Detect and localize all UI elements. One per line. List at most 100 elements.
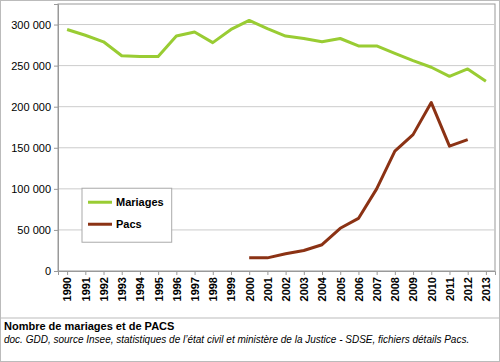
tick-label: 2005 — [335, 277, 347, 301]
tick: 250 000 — [11, 60, 58, 72]
tick-label: 250 000 — [11, 60, 51, 72]
tick-label: 2007 — [371, 277, 383, 301]
legend-swatch — [88, 201, 112, 204]
tick-mark — [468, 271, 469, 275]
tick: 1998 — [207, 271, 219, 301]
x-axis: 1990 1991 1992 1993 1994 1995 1996 1997 1998 1999… — [59, 271, 496, 301]
tick-mark — [122, 271, 123, 275]
tick: 2006 — [353, 271, 365, 301]
legend-label: Mariages — [116, 196, 164, 208]
tick-mark — [267, 271, 268, 275]
tick: 200 000 — [11, 101, 58, 113]
tick-mark — [340, 271, 341, 275]
tick: 1999 — [225, 271, 237, 301]
legend-swatch — [88, 223, 112, 226]
tick-mark — [358, 271, 359, 275]
caption-rule — [0, 318, 500, 319]
tick-mark — [54, 271, 58, 272]
legend: Mariages Pacs — [82, 188, 172, 242]
tick-label: 200 000 — [11, 101, 51, 113]
tick: 2012 — [462, 271, 474, 301]
marks — [67, 20, 486, 257]
background — [1, 1, 500, 362]
tick-label: 150 000 — [11, 142, 51, 154]
grid-line — [58, 24, 495, 25]
tick: 300 000 — [11, 19, 58, 31]
tick-mark — [213, 271, 214, 275]
tick-label: 2009 — [407, 277, 419, 301]
tick-mark — [249, 271, 250, 275]
tick: 2007 — [371, 271, 383, 301]
tick-mark — [395, 271, 396, 275]
tick: 1993 — [116, 271, 128, 301]
subtitle: doc. GDD, source Insee, statistiques de … — [4, 334, 469, 345]
tick-label: 50 000 — [17, 224, 51, 236]
tick-label: 2006 — [353, 277, 365, 301]
tick: 1991 — [80, 271, 92, 301]
tick: 2009 — [407, 271, 419, 301]
series-line — [249, 103, 467, 258]
tick: 2010 — [426, 271, 438, 301]
tick: 2004 — [316, 271, 328, 301]
series-line — [67, 20, 486, 81]
tick: 1990 — [61, 271, 73, 301]
tick-mark — [54, 66, 58, 67]
grid-line — [58, 147, 495, 148]
tick-mark — [449, 271, 450, 275]
tick: 1997 — [189, 271, 201, 301]
tick: 0 — [45, 265, 58, 277]
tick-label: 1993 — [116, 277, 128, 301]
tick-label: 1997 — [189, 277, 201, 301]
tick: 2013 — [480, 271, 492, 301]
tick-label: 2013 — [480, 277, 492, 301]
tick-label: 1991 — [80, 277, 92, 301]
tick-mark — [322, 271, 323, 275]
tick: 150 000 — [11, 142, 58, 154]
tick-label: 2004 — [316, 276, 328, 301]
tick: 2000 — [244, 271, 256, 301]
tick: 2005 — [335, 271, 347, 301]
tick-label: 2012 — [462, 277, 474, 301]
tick: 2002 — [280, 271, 292, 301]
tick: 100 000 — [11, 183, 58, 195]
plot-frame — [58, 4, 495, 271]
tick-label: 2001 — [262, 277, 274, 301]
tick-label: 2002 — [280, 277, 292, 301]
grid — [58, 25, 495, 271]
tick-label: 0 — [45, 265, 51, 277]
tick-label: 2000 — [244, 277, 256, 301]
tick-label: 1994 — [134, 276, 146, 301]
tick: 2001 — [262, 271, 274, 301]
axis-line — [54, 5, 59, 272]
legend-box — [82, 188, 172, 242]
tick-label: 100 000 — [11, 183, 51, 195]
tick: 1994 — [134, 271, 146, 301]
tick: 50 000 — [17, 224, 58, 236]
tick-mark — [54, 189, 58, 190]
tick-mark — [431, 271, 432, 275]
tick-mark — [54, 107, 58, 108]
tick: 1995 — [152, 271, 164, 301]
tick-label: 1996 — [171, 277, 183, 301]
tick-mark — [486, 271, 487, 275]
axis-line — [59, 272, 496, 276]
tick-label: 2011 — [444, 277, 456, 301]
tick: 1992 — [98, 271, 110, 301]
tick-mark — [158, 271, 159, 275]
tick: 2011 — [444, 271, 456, 301]
legend-label: Pacs — [116, 218, 142, 230]
tick-label: 1990 — [61, 277, 73, 301]
tick-label: 2003 — [298, 277, 310, 301]
tick-mark — [54, 148, 58, 149]
tick: 2003 — [298, 271, 310, 301]
tick-mark — [140, 271, 141, 275]
tick-mark — [176, 271, 177, 275]
tick-mark — [67, 271, 68, 275]
tick-label: 1999 — [225, 277, 237, 301]
tick-mark — [54, 230, 58, 231]
tick-mark — [304, 271, 305, 275]
tick-mark — [231, 271, 232, 275]
tick-label: 2008 — [389, 277, 401, 301]
tick-mark — [286, 271, 287, 275]
chart: 0 50 000 100 000 150 000 200 000 250 000 300 0… — [0, 0, 500, 362]
